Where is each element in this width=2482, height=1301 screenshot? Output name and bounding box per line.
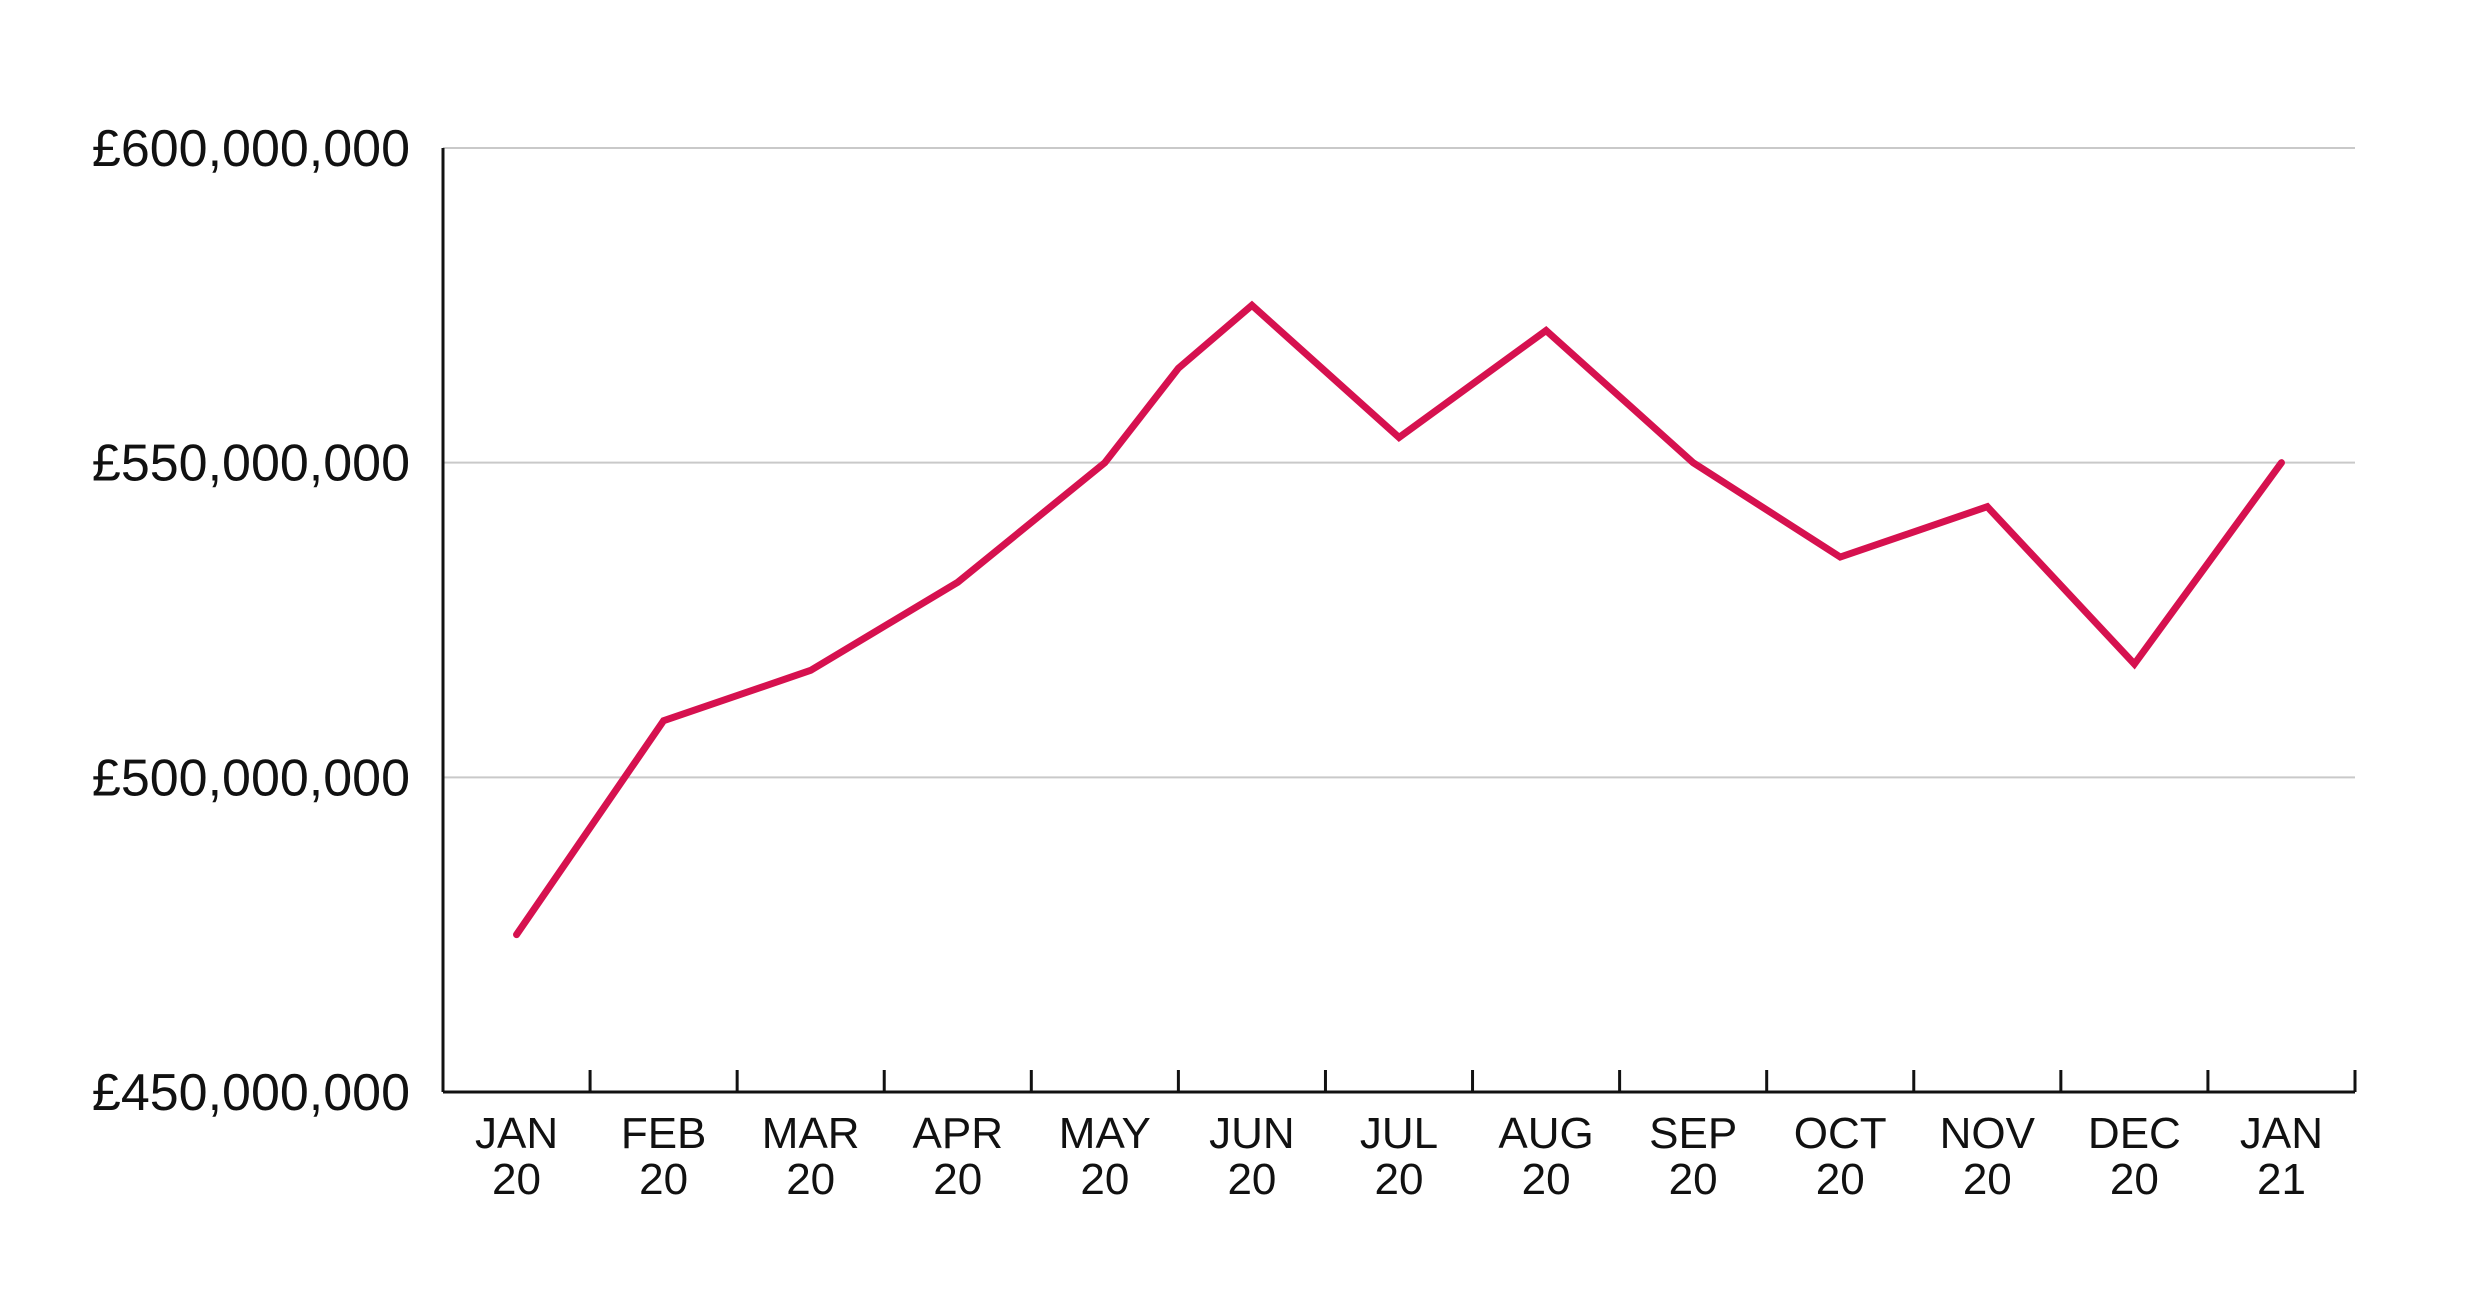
x-tick-label: APR 20 (913, 1109, 1003, 1204)
x-tick-label: MAY 20 (1059, 1109, 1151, 1204)
x-tick-label: JAN 21 (2240, 1109, 2323, 1204)
x-tick-label: JAN 20 (475, 1109, 558, 1204)
y-tick-label: £500,000,000 (92, 749, 410, 807)
x-tick-label: DEC 20 (2088, 1109, 2181, 1204)
x-tick-label: MAR 20 (762, 1109, 860, 1204)
x-tick-label: JUL 20 (1360, 1109, 1438, 1204)
x-tick-label: SEP 20 (1649, 1109, 1737, 1204)
y-tick-label: £550,000,000 (92, 435, 410, 493)
gridlines (443, 147, 2355, 779)
y-tick-label: £450,000,000 (92, 1064, 410, 1122)
x-tick-label: AUG 20 (1498, 1109, 1593, 1204)
x-tick-label: JUN 20 (1209, 1109, 1295, 1204)
x-tick-labels: JAN 20 FEB 20 MAR 20 APR 20 MAY 20 JUN 20 JUL 20 AUG 20… (475, 1109, 2323, 1204)
y-tick-labels: £450,000,000 £500,000,000 £550,000,000 £600… (92, 120, 410, 1122)
x-tick-label: OCT 20 (1794, 1109, 1887, 1204)
series-line (513, 300, 2285, 939)
series (513, 300, 2285, 939)
x-tick-label: NOV 20 (1940, 1109, 2036, 1204)
x-tick-label: FEB 20 (621, 1109, 707, 1204)
y-tick-label: £600,000,000 (92, 120, 410, 178)
axes (441, 148, 2357, 1094)
